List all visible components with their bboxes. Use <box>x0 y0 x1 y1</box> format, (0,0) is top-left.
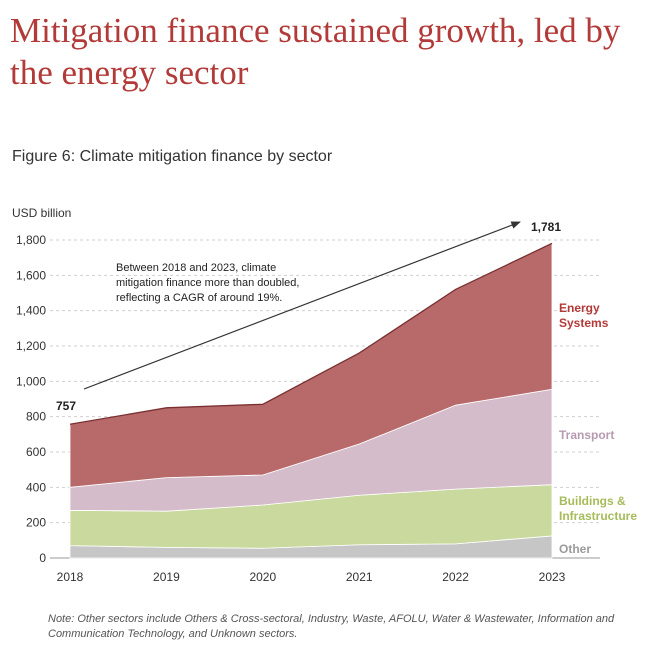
annotation-text: reflecting a CAGR of around 19%. <box>116 292 282 304</box>
total-label-start: 757 <box>56 399 76 413</box>
series-label-transport: Transport <box>559 428 614 442</box>
y-tick-label: 1,200 <box>16 339 46 353</box>
annotation-text: Between 2018 and 2023, climate <box>116 262 276 274</box>
total-line <box>69 242 553 425</box>
x-tick-label: 2020 <box>249 570 276 584</box>
y-tick-label: 0 <box>39 551 46 565</box>
y-tick-label: 1,400 <box>16 304 46 318</box>
annotation-text: mitigation finance more than doubled, <box>116 277 299 289</box>
series-label-other: Other <box>559 542 591 556</box>
growth-arrow <box>83 221 521 390</box>
stacked-area-chart: USD billion 0 200 400 600 800 1,000 1,200 1,400… <box>12 206 637 584</box>
y-axis-title: USD billion <box>12 206 71 220</box>
y-tick-label: 800 <box>26 410 46 424</box>
series-label-buildings: Infrastructure <box>559 509 637 523</box>
x-tick-label: 2021 <box>346 570 373 584</box>
y-tick-label: 1,800 <box>16 233 46 247</box>
y-tick-label: 1,000 <box>16 374 46 388</box>
total-label-end: 1,781 <box>531 220 561 234</box>
y-tick-label: 1,600 <box>16 268 46 282</box>
x-tick-label: 2022 <box>442 570 469 584</box>
y-tick-label: 200 <box>26 516 46 530</box>
series-label-energy: Systems <box>559 316 609 330</box>
x-tick-label: 2019 <box>153 570 180 584</box>
y-tick-label: 400 <box>26 480 46 494</box>
series-label-buildings: Buildings & <box>559 494 626 508</box>
y-tick-label: 600 <box>26 445 46 459</box>
x-tick-label: 2023 <box>539 570 566 584</box>
headline: Mitigation finance sustained growth, led… <box>10 11 621 92</box>
footnote: Note: Other sectors include Others & Cro… <box>48 613 615 640</box>
x-tick-label: 2018 <box>57 570 84 584</box>
series-label-energy: Energy <box>559 301 600 315</box>
figure-title: Figure 6: Climate mitigation finance by … <box>12 148 333 165</box>
